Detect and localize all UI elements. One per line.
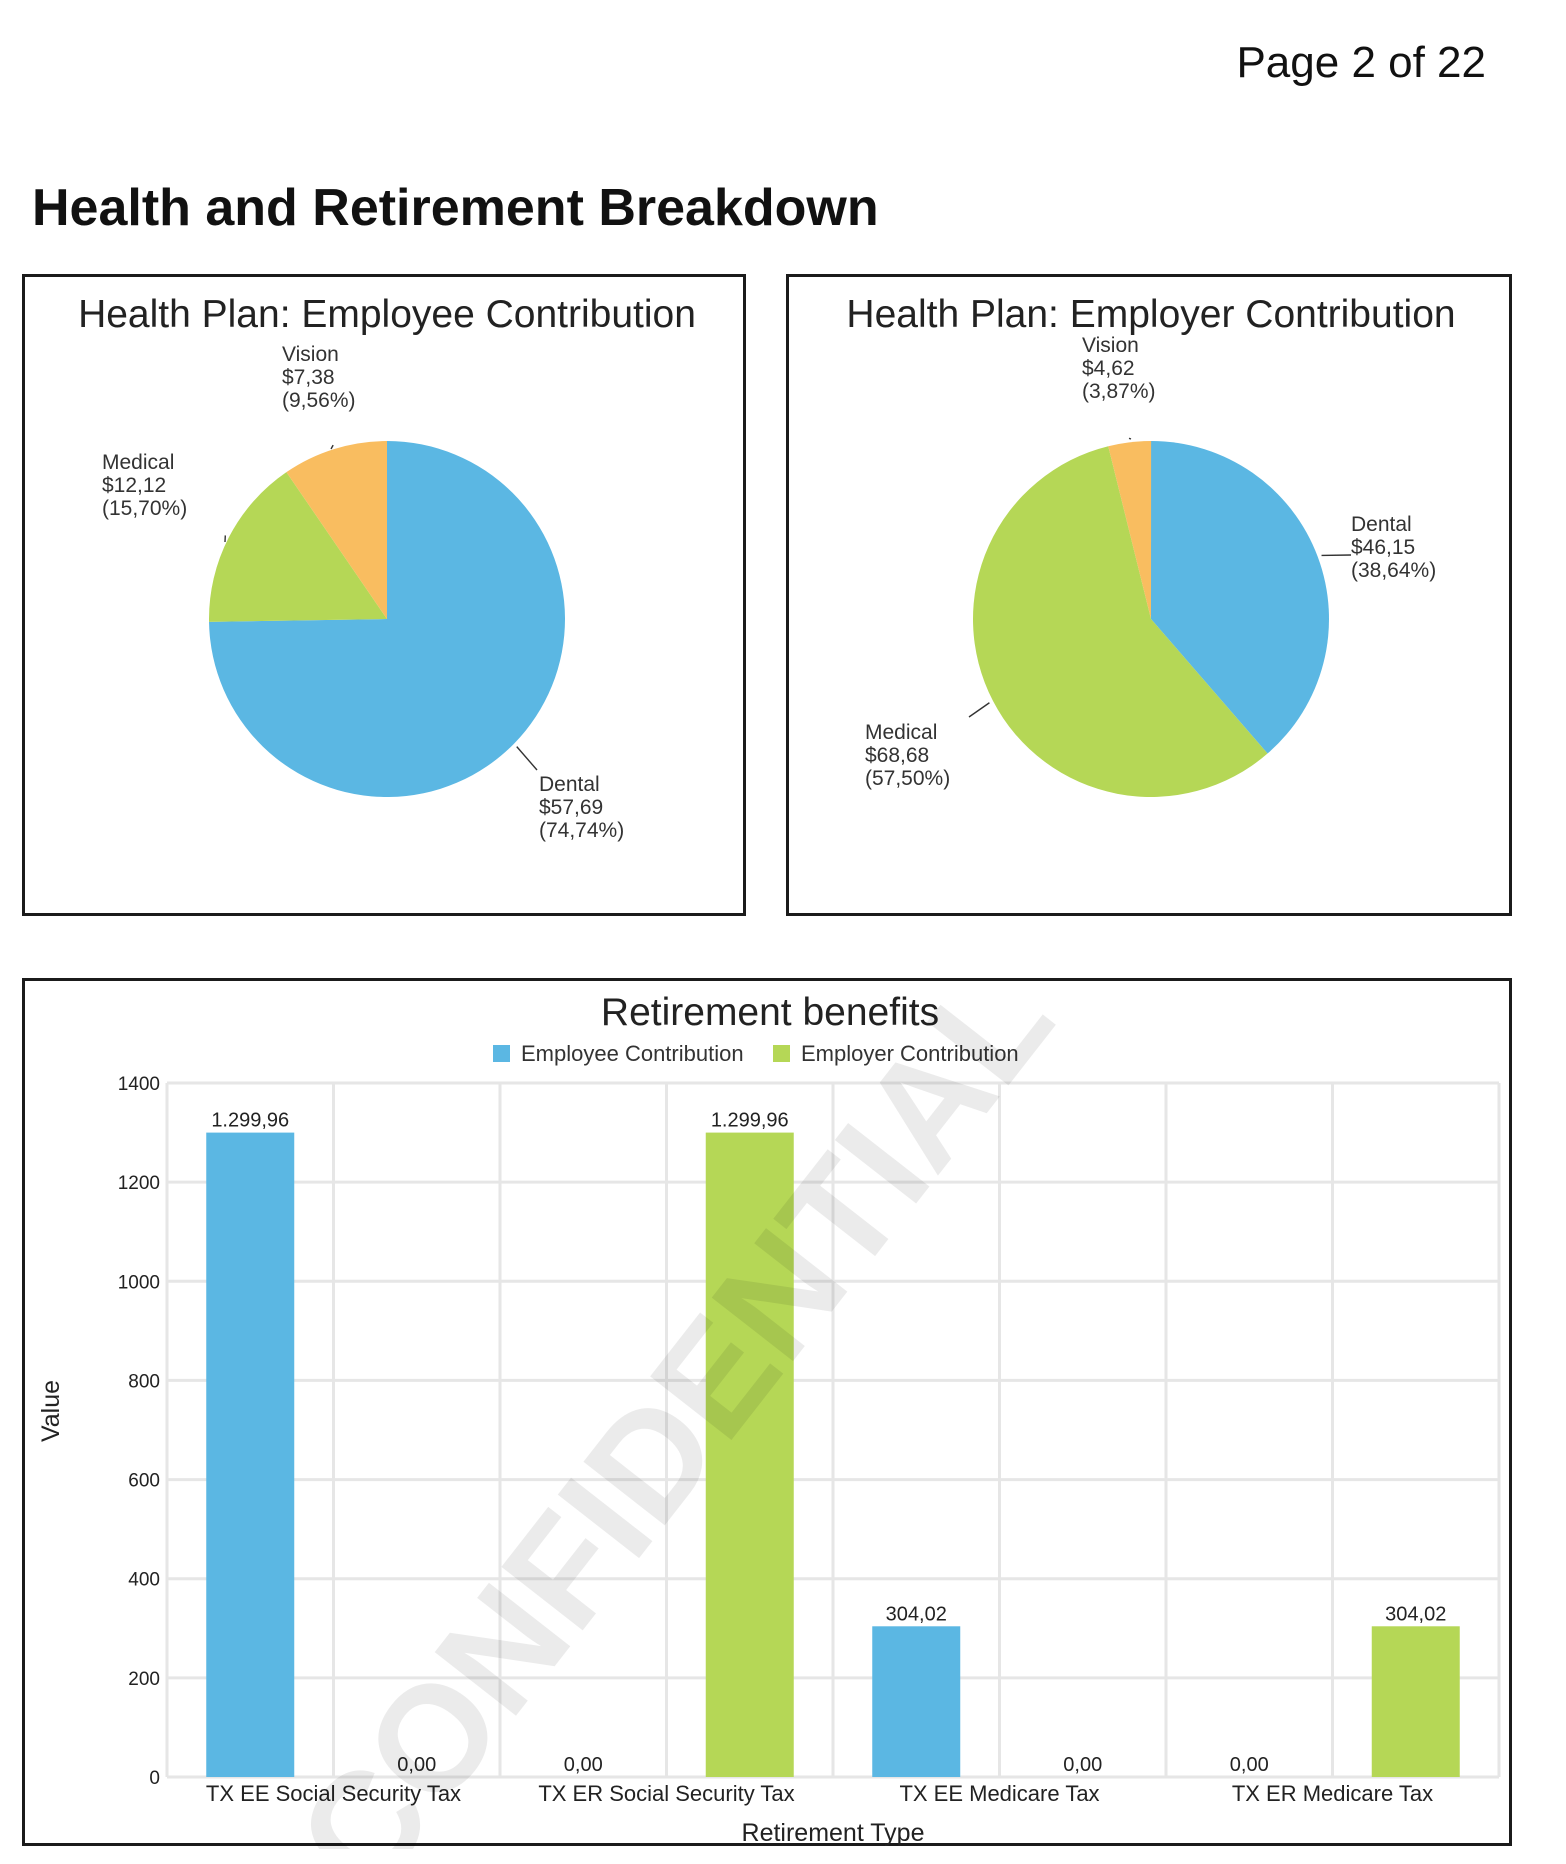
y-tick-label: 800 [128, 1371, 160, 1392]
y-tick-label: 1200 [118, 1173, 160, 1194]
retirement-chart-title: Retirement benefits [601, 991, 939, 1034]
document-title: Health and Retirement Breakdown [32, 179, 879, 237]
employee-pie-svg: Health Plan: Employee Contribution Dental… [78, 293, 696, 842]
bar-employee-contribution-2 [872, 1626, 961, 1777]
employee-pie-slice-medical [209, 472, 387, 622]
retirement-benefits-bar-chart: Retirement benefits Employee Contribution… [22, 978, 1512, 1849]
y-tick-label: 1400 [118, 1074, 160, 1095]
employer-pie-label-percent-dental: (38,64%) [1351, 559, 1436, 582]
confidential-watermark: CONFIDENTIAL [264, 981, 1084, 1849]
employee-pie-label-percent-vision: (9,56%) [282, 389, 356, 412]
employer-pie-svg: Health Plan: Employer Contribution Dental… [846, 293, 1456, 797]
employer-contribution-pie-chart: Health Plan: Employer Contribution Dental… [786, 274, 1512, 916]
employer-pie-label-name-dental: Dental [1351, 513, 1412, 536]
x-category-label: TX ER Social Security Tax [538, 1781, 794, 1806]
employee-contribution-pie-chart: Health Plan: Employee Contribution Dental… [22, 274, 746, 916]
employer-pie-slice-vision [1108, 441, 1152, 619]
employee-pie-label-percent-dental: (74,74%) [539, 819, 624, 842]
legend-swatch-0 [493, 1045, 510, 1062]
y-tick-label: 1000 [118, 1272, 160, 1293]
employee-pie-label-amount-dental: $57,69 [539, 796, 603, 819]
x-axis-title: Retirement Type [742, 1819, 925, 1847]
legend-label-1: Employer Contribution [801, 1041, 1019, 1066]
employer-pie-label-amount-dental: $46,15 [1351, 536, 1415, 559]
x-category-label: TX EE Social Security Tax [206, 1781, 461, 1806]
bar-employee-contribution-0 [206, 1132, 295, 1777]
employee-pie-label-amount-vision: $7,38 [282, 366, 335, 389]
employee-pie-label-amount-medical: $12,12 [102, 474, 166, 497]
y-tick-label: 0 [149, 1768, 160, 1789]
y-tick-label: 200 [128, 1669, 160, 1690]
bar-value-label: 0,00 [564, 1754, 603, 1776]
employee-pie-label-percent-medical: (15,70%) [102, 497, 187, 520]
employer-pie-slice-dental [1151, 441, 1329, 754]
employee-pie-label-name-vision: Vision [282, 343, 339, 366]
employee-pie-leader-vision [330, 444, 334, 450]
x-category-label: TX EE Medicare Tax [899, 1781, 1099, 1806]
employer-pie-leader-vision [1128, 437, 1132, 440]
bar-value-label: 0,00 [1230, 1754, 1269, 1776]
x-category-label: TX ER Medicare Tax [1232, 1781, 1433, 1806]
retirement-bar-svg: Retirement benefits Employee Contribution… [37, 981, 1501, 1849]
employee-pie-slice-vision [286, 441, 387, 619]
bar-value-label: 0,00 [1063, 1754, 1102, 1776]
employer-pie-leader-medical [968, 702, 990, 718]
y-tick-label: 400 [128, 1570, 160, 1591]
bar-employer-contribution-3 [1371, 1626, 1460, 1777]
employer-pie-title: Health Plan: Employer Contribution [846, 293, 1455, 336]
employee-pie-leader-dental [516, 746, 538, 771]
bar-employer-contribution-1 [705, 1132, 794, 1777]
y-axis-title: Value [37, 1380, 65, 1442]
legend-swatch-1 [773, 1045, 790, 1062]
employee-pie-title: Health Plan: Employee Contribution [78, 293, 696, 336]
employer-pie-label-percent-medical: (57,50%) [865, 767, 950, 790]
bar-value-label: 1.299,96 [211, 1110, 289, 1132]
employee-pie-label-name-dental: Dental [539, 773, 600, 796]
bar-value-label: 0,00 [397, 1754, 436, 1776]
employer-pie-label-amount-medical: $68,68 [865, 744, 929, 767]
employer-pie-label-amount-vision: $4,62 [1082, 357, 1135, 380]
employer-pie-label-percent-vision: (3,87%) [1082, 380, 1156, 403]
employee-pie-label-name-medical: Medical [102, 451, 174, 474]
employer-pie-label-name-medical: Medical [865, 721, 937, 744]
employer-pie-label-name-vision: Vision [1082, 334, 1139, 357]
bar-value-label: 304,02 [1385, 1603, 1446, 1625]
employer-pie-slice-medical [973, 446, 1268, 797]
bar-value-label: 304,02 [886, 1603, 947, 1625]
y-tick-label: 600 [128, 1471, 160, 1492]
employee-pie-slice-dental [209, 441, 566, 797]
bar-value-label: 1.299,96 [711, 1110, 789, 1132]
legend-label-0: Employee Contribution [521, 1041, 744, 1066]
page-number: Page 2 of 22 [1236, 38, 1486, 87]
